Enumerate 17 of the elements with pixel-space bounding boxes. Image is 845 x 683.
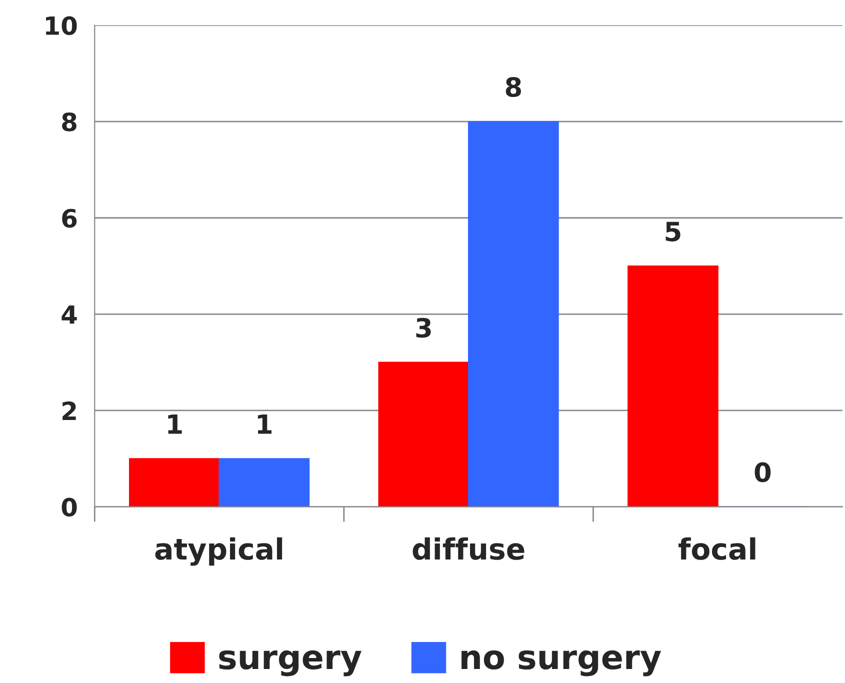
data-label: 3 [416, 318, 431, 338]
x-tick-label: focal [678, 537, 756, 560]
data-label: 1 [168, 414, 182, 434]
x-tick-label: diffuse [412, 537, 524, 560]
data-label: 8 [506, 77, 521, 98]
legend-label: no surgery [462, 650, 662, 676]
y-tick-label: 0 [62, 498, 77, 517]
y-tick-label: 8 [62, 112, 76, 132]
y-tick-label: 4 [62, 305, 77, 324]
data-label: 1 [258, 414, 272, 434]
y-tick-label: 2 [62, 401, 76, 420]
legend-label: surgery [219, 650, 362, 676]
y-tick-label: 10 [46, 16, 77, 36]
data-label: 0 [754, 462, 771, 482]
y-tick-label: 6 [62, 208, 77, 228]
data-label: 5 [666, 222, 680, 242]
x-tick-label: atypical [155, 537, 282, 566]
